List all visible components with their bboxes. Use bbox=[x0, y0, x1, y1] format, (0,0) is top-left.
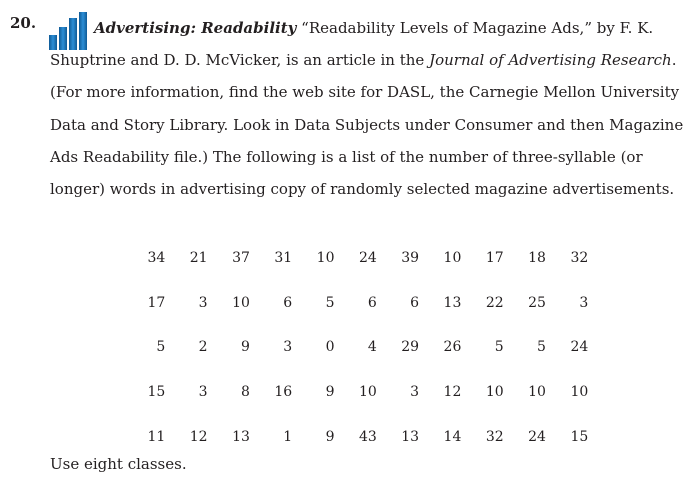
journal-name: Journal of Advertising Research bbox=[429, 51, 672, 70]
table-cell: 26 bbox=[443, 339, 462, 356]
data-icon-bar-3 bbox=[69, 18, 77, 50]
data-bar-chart-icon bbox=[49, 12, 87, 50]
data-icon-bar-2 bbox=[59, 27, 67, 50]
table-row: 17 3 10 6 5 6 6 13 22 25 3 bbox=[135, 281, 600, 326]
problem-line-5: Ads Readability file.) The following is … bbox=[50, 147, 643, 166]
table-cell: 24 bbox=[570, 339, 589, 356]
table-cell: 24 bbox=[528, 428, 546, 445]
table-cell: 9 bbox=[325, 428, 335, 445]
table-cell: 6 bbox=[283, 294, 293, 311]
table-row: 15 3 8 16 9 10 3 12 10 10 10 bbox=[135, 370, 600, 415]
table-cell: 3 bbox=[198, 294, 208, 311]
table-cell: 10 bbox=[443, 250, 462, 267]
problem-topic: Advertising: Readability bbox=[94, 19, 297, 37]
article-title: “Readability Levels of Magazine Ads,” bbox=[301, 19, 592, 37]
table-cell: 17 bbox=[147, 294, 166, 311]
table-cell: 25 bbox=[528, 294, 546, 311]
problem-text: Advertising: Readability “Readability Le… bbox=[50, 12, 684, 205]
problem-line-2: Shuptrine and D. D. McVicker, is an arti… bbox=[50, 44, 680, 76]
table-cell: 3 bbox=[579, 294, 589, 311]
table-cell: 12 bbox=[189, 428, 208, 445]
table-cell: 5 bbox=[156, 339, 166, 356]
table-cell: 13 bbox=[401, 428, 420, 445]
table-cell: 0 bbox=[325, 339, 335, 356]
table-cell: 3 bbox=[283, 339, 293, 356]
problem-first-line: Advertising: Readability “Readability Le… bbox=[50, 12, 680, 44]
table-cell: 31 bbox=[274, 250, 293, 267]
table-cell: 9 bbox=[325, 384, 335, 401]
table-cell: 10 bbox=[570, 384, 589, 401]
data-icon-bar-4 bbox=[79, 12, 87, 50]
table-cell: 8 bbox=[240, 384, 250, 401]
table-cell: 2 bbox=[198, 339, 208, 356]
table-cell: 15 bbox=[147, 384, 166, 401]
table-cell: 32 bbox=[485, 428, 504, 445]
table-cell: 14 bbox=[443, 428, 462, 445]
problem-line-6: longer) words in advertising copy of ran… bbox=[50, 180, 675, 199]
table-cell: 9 bbox=[240, 339, 250, 356]
table-cell: 34 bbox=[147, 250, 166, 267]
table-cell: 3 bbox=[410, 384, 420, 401]
table-cell: 32 bbox=[570, 250, 589, 267]
table-cell: 13 bbox=[232, 428, 250, 445]
table-cell: 43 bbox=[358, 428, 377, 445]
table-cell: 5 bbox=[494, 339, 504, 356]
data-table: 34 21 37 31 10 24 39 10 17 18 32 17 3 10 6 5 6 6 13 22 25 3 5 2… bbox=[135, 236, 600, 459]
table-cell: 1 bbox=[283, 428, 293, 445]
instruction-text: Use eight classes. bbox=[50, 455, 187, 473]
table-cell: 10 bbox=[316, 250, 335, 267]
table-cell: 16 bbox=[274, 384, 293, 401]
table-row: 11 12 13 1 9 43 13 14 32 24 15 bbox=[135, 414, 600, 459]
table-cell: 11 bbox=[147, 428, 166, 445]
table-cell: 10 bbox=[358, 384, 377, 401]
table-cell: 6 bbox=[410, 294, 420, 311]
table-cell: 13 bbox=[443, 294, 462, 311]
table-cell: 21 bbox=[189, 250, 208, 267]
table-cell: 17 bbox=[485, 250, 504, 267]
table-cell: 10 bbox=[485, 384, 504, 401]
table-cell: 12 bbox=[443, 384, 462, 401]
article-authors-start: by F. K. bbox=[592, 19, 654, 37]
problem-line-4: Data and Story Library. Look in Data Sub… bbox=[50, 115, 684, 134]
table-row: 5 2 9 3 0 4 29 26 5 5 24 bbox=[135, 325, 600, 370]
table-cell: 37 bbox=[232, 250, 250, 267]
table-cell: 5 bbox=[537, 339, 546, 356]
table-cell: 5 bbox=[325, 294, 335, 311]
table-cell: 10 bbox=[528, 384, 546, 401]
line2-end: . bbox=[671, 51, 677, 70]
table-cell: 4 bbox=[367, 339, 377, 356]
table-cell: 39 bbox=[401, 250, 420, 267]
table-cell: 3 bbox=[198, 384, 208, 401]
table-cell: 29 bbox=[401, 339, 420, 356]
table-cell: 18 bbox=[528, 250, 546, 267]
problem-line-3: (For more information, find the web site… bbox=[50, 83, 680, 102]
problem-number: 20. bbox=[10, 14, 37, 32]
table-cell: 24 bbox=[358, 250, 377, 267]
table-row: 34 21 37 31 10 24 39 10 17 18 32 bbox=[135, 236, 600, 281]
table-cell: 22 bbox=[485, 294, 504, 311]
table-cell: 10 bbox=[232, 294, 250, 311]
data-icon-bar-1 bbox=[49, 35, 57, 50]
table-cell: 6 bbox=[367, 294, 377, 311]
line2-start: Shuptrine and D. D. McVicker, is an arti… bbox=[50, 51, 430, 70]
table-cell: 15 bbox=[570, 428, 589, 445]
